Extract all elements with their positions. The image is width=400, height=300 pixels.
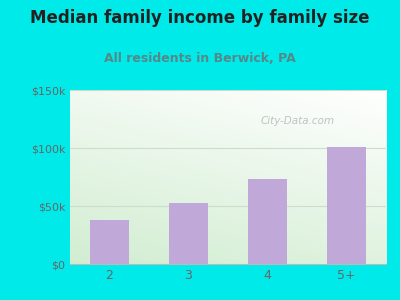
Text: Median family income by family size: Median family income by family size bbox=[30, 9, 370, 27]
Bar bbox=[169, 202, 208, 264]
Bar bbox=[90, 220, 129, 264]
Text: City-Data.com: City-Data.com bbox=[260, 116, 334, 126]
Bar bbox=[327, 147, 366, 264]
Bar bbox=[248, 179, 287, 264]
Text: All residents in Berwick, PA: All residents in Berwick, PA bbox=[104, 52, 296, 65]
